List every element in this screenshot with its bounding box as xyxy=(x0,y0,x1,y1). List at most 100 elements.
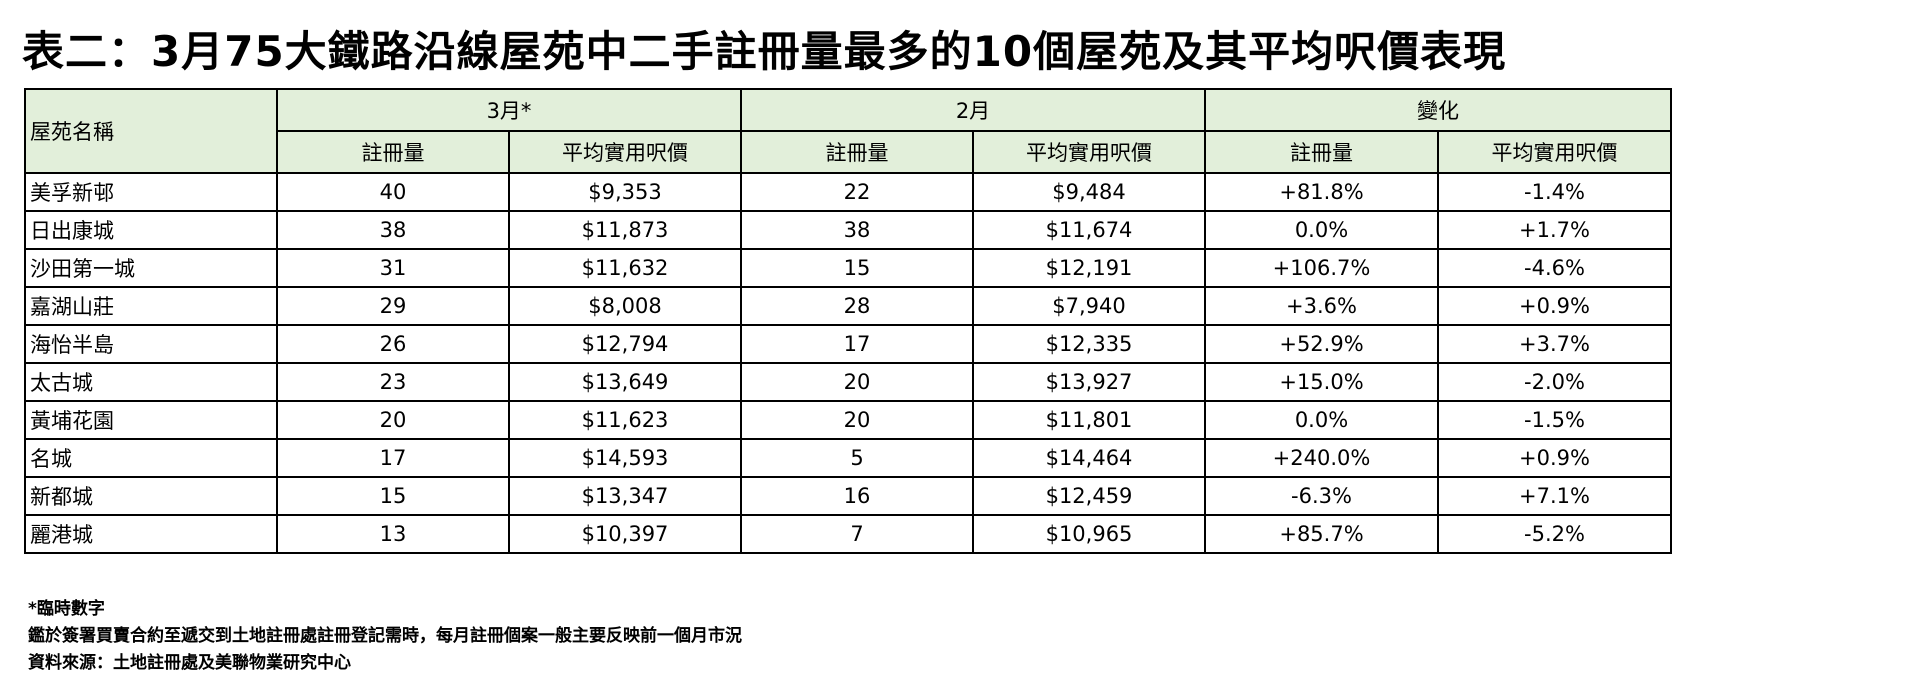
cell-change-avg-price: -5.2% xyxy=(1437,514,1672,554)
cell-february-avg-price: $12,459 xyxy=(972,476,1206,516)
table-group-header-row: 屋苑名稱 3月* 2月 變化 xyxy=(24,88,1672,174)
header-estate-name: 屋苑名稱 xyxy=(24,88,278,174)
cell-change-avg-price: +3.7% xyxy=(1437,324,1672,364)
cell-march-registrations: 38 xyxy=(276,210,510,250)
header-february-avg-price: 平均實用呎價 xyxy=(972,130,1206,174)
cell-march-registrations: 17 xyxy=(276,438,510,478)
cell-february-registrations: 20 xyxy=(740,362,974,402)
cell-march-avg-price: $13,347 xyxy=(508,476,742,516)
cell-february-registrations: 15 xyxy=(740,248,974,288)
table-row: 太古城 23 $13,649 20 $13,927 +15.0% -2.0% xyxy=(24,362,1672,402)
cell-march-registrations: 29 xyxy=(276,286,510,326)
header-change-registrations: 註冊量 xyxy=(1204,130,1439,174)
cell-estate-name: 新都城 xyxy=(24,476,278,516)
cell-february-avg-price: $14,464 xyxy=(972,438,1206,478)
table-row: 名城 17 $14,593 5 $14,464 +240.0% +0.9% xyxy=(24,438,1672,478)
cell-february-registrations: 7 xyxy=(740,514,974,554)
cell-change-avg-price: -1.5% xyxy=(1437,400,1672,440)
cell-change-avg-price: +0.9% xyxy=(1437,438,1672,478)
cell-february-registrations: 5 xyxy=(740,438,974,478)
cell-march-avg-price: $10,397 xyxy=(508,514,742,554)
cell-change-avg-price: -4.6% xyxy=(1437,248,1672,288)
cell-estate-name: 海怡半島 xyxy=(24,324,278,364)
cell-change-registrations: +85.7% xyxy=(1204,514,1439,554)
footnote-source: 資料來源：土地註冊處及美聯物業研究中心 xyxy=(28,653,351,673)
table-row: 海怡半島 26 $12,794 17 $12,335 +52.9% +3.7% xyxy=(24,324,1672,364)
cell-february-avg-price: $13,927 xyxy=(972,362,1206,402)
cell-march-avg-price: $13,649 xyxy=(508,362,742,402)
cell-march-registrations: 13 xyxy=(276,514,510,554)
cell-change-avg-price: -1.4% xyxy=(1437,172,1672,212)
cell-march-registrations: 23 xyxy=(276,362,510,402)
cell-march-avg-price: $12,794 xyxy=(508,324,742,364)
table-row: 美孚新邨 40 $9,353 22 $9,484 +81.8% -1.4% xyxy=(24,172,1672,212)
cell-change-registrations: +240.0% xyxy=(1204,438,1439,478)
cell-march-registrations: 26 xyxy=(276,324,510,364)
cell-estate-name: 沙田第一城 xyxy=(24,248,278,288)
cell-change-avg-price: +1.7% xyxy=(1437,210,1672,250)
page-title: 表二：3月75大鐵路沿線屋苑中二手註冊量最多的10個屋苑及其平均呎價表現 xyxy=(22,27,1507,76)
cell-change-registrations: +15.0% xyxy=(1204,362,1439,402)
cell-march-avg-price: $11,623 xyxy=(508,400,742,440)
cell-estate-name: 美孚新邨 xyxy=(24,172,278,212)
cell-march-avg-price: $9,353 xyxy=(508,172,742,212)
table-row: 嘉湖山莊 29 $8,008 28 $7,940 +3.6% +0.9% xyxy=(24,286,1672,326)
cell-estate-name: 麗港城 xyxy=(24,514,278,554)
table-body: 美孚新邨 40 $9,353 22 $9,484 +81.8% -1.4% 日出康城 38 $11… xyxy=(24,172,1672,554)
cell-february-registrations: 16 xyxy=(740,476,974,516)
cell-change-avg-price: +0.9% xyxy=(1437,286,1672,326)
header-group-change: 變化 xyxy=(1204,88,1672,132)
table-row: 黃埔花園 20 $11,623 20 $11,801 0.0% -1.5% xyxy=(24,400,1672,440)
cell-change-avg-price: -2.0% xyxy=(1437,362,1672,402)
cell-february-avg-price: $9,484 xyxy=(972,172,1206,212)
header-february-registrations: 註冊量 xyxy=(740,130,974,174)
data-table: 屋苑名稱 3月* 2月 變化 註冊量 平均實用呎價 註冊量 平均實用呎價 註冊量… xyxy=(24,88,1672,554)
cell-march-avg-price: $11,632 xyxy=(508,248,742,288)
cell-estate-name: 黃埔花園 xyxy=(24,400,278,440)
cell-march-avg-price: $14,593 xyxy=(508,438,742,478)
header-march-registrations: 註冊量 xyxy=(276,130,510,174)
cell-february-registrations: 20 xyxy=(740,400,974,440)
cell-march-registrations: 15 xyxy=(276,476,510,516)
cell-february-avg-price: $11,801 xyxy=(972,400,1206,440)
header-march-avg-price: 平均實用呎價 xyxy=(508,130,742,174)
table-row: 沙田第一城 31 $11,632 15 $12,191 +106.7% -4.6% xyxy=(24,248,1672,288)
cell-change-registrations: 0.0% xyxy=(1204,400,1439,440)
cell-february-registrations: 22 xyxy=(740,172,974,212)
cell-change-registrations: -6.3% xyxy=(1204,476,1439,516)
cell-change-registrations: +52.9% xyxy=(1204,324,1439,364)
cell-february-avg-price: $7,940 xyxy=(972,286,1206,326)
cell-estate-name: 名城 xyxy=(24,438,278,478)
cell-march-avg-price: $11,873 xyxy=(508,210,742,250)
table-sub-header-row: 註冊量 平均實用呎價 註冊量 平均實用呎價 註冊量 平均實用呎價 xyxy=(25,130,1672,174)
cell-february-avg-price: $11,674 xyxy=(972,210,1206,250)
cell-february-registrations: 17 xyxy=(740,324,974,364)
cell-change-registrations: +3.6% xyxy=(1204,286,1439,326)
cell-estate-name: 太古城 xyxy=(24,362,278,402)
header-group-march: 3月* xyxy=(276,88,742,132)
header-group-february: 2月 xyxy=(740,88,1206,132)
table-row: 日出康城 38 $11,873 38 $11,674 0.0% +1.7% xyxy=(24,210,1672,250)
cell-march-avg-price: $8,008 xyxy=(508,286,742,326)
cell-change-registrations: +106.7% xyxy=(1204,248,1439,288)
cell-february-avg-price: $10,965 xyxy=(972,514,1206,554)
cell-change-registrations: +81.8% xyxy=(1204,172,1439,212)
cell-february-avg-price: $12,335 xyxy=(972,324,1206,364)
footnote-registration-lag: 鑑於簽署買賣合約至遞交到土地註冊處註冊登記需時，每月註冊個案一般主要反映前一個月… xyxy=(28,626,742,646)
header-change-avg-price: 平均實用呎價 xyxy=(1437,130,1672,174)
cell-february-registrations: 38 xyxy=(740,210,974,250)
table-row: 新都城 15 $13,347 16 $12,459 -6.3% +7.1% xyxy=(24,476,1672,516)
cell-change-avg-price: +7.1% xyxy=(1437,476,1672,516)
cell-march-registrations: 40 xyxy=(276,172,510,212)
footnote-provisional: *臨時數字 xyxy=(28,599,105,619)
cell-february-registrations: 28 xyxy=(740,286,974,326)
cell-march-registrations: 20 xyxy=(276,400,510,440)
cell-estate-name: 嘉湖山莊 xyxy=(24,286,278,326)
table-row: 麗港城 13 $10,397 7 $10,965 +85.7% -5.2% xyxy=(24,514,1672,554)
cell-estate-name: 日出康城 xyxy=(24,210,278,250)
cell-change-registrations: 0.0% xyxy=(1204,210,1439,250)
cell-february-avg-price: $12,191 xyxy=(972,248,1206,288)
cell-march-registrations: 31 xyxy=(276,248,510,288)
footnotes: *臨時數字 鑑於簽署買賣合約至遞交到土地註冊處註冊登記需時，每月註冊個案一般主要… xyxy=(28,596,742,677)
